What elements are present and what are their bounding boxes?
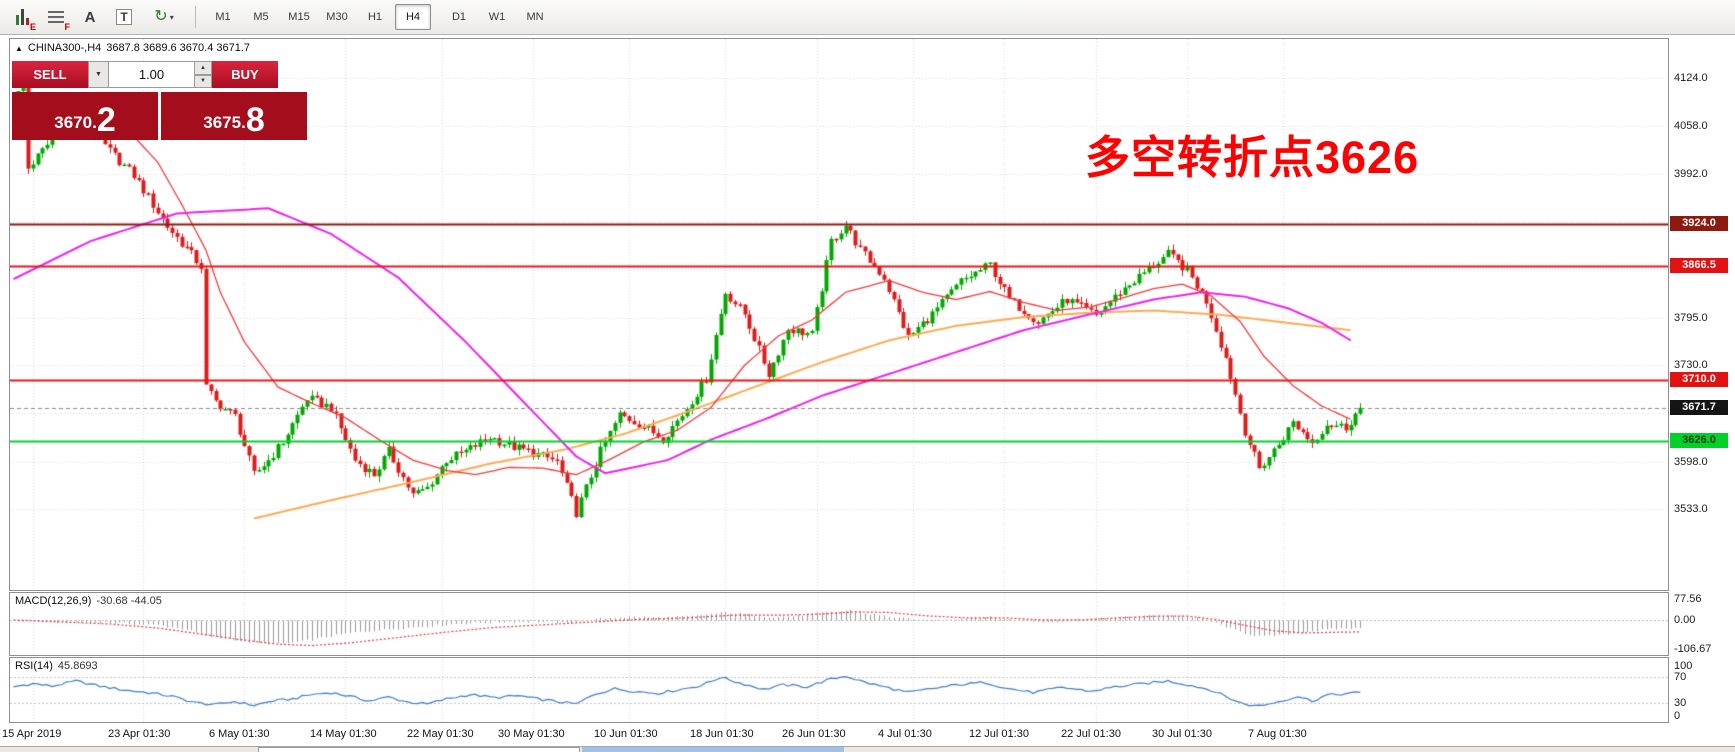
time-axis-label: 10 Jun 01:30	[594, 728, 658, 740]
icon-sub-label-f: F	[64, 22, 71, 32]
rsi-value: 45.8693	[57, 660, 98, 672]
price-level-badge: 3710.0	[1670, 372, 1728, 387]
price-level-badge: 3866.5	[1670, 258, 1728, 273]
time-axis-label: 22 May 01:30	[407, 728, 474, 740]
time-axis-label: 23 Apr 01:30	[108, 728, 171, 740]
ask-price-big-digit: 8	[245, 101, 265, 140]
axis-tick-label: 0.00	[1674, 614, 1696, 626]
text-tool-icon[interactable]: A	[84, 8, 96, 26]
template-tool-icon[interactable]: T	[110, 3, 138, 31]
volume-dropdown-button[interactable]: ▼	[88, 61, 109, 88]
cycle-tool-icon[interactable]: ↻ ▾	[144, 3, 184, 31]
timeframe-m30[interactable]: M30	[326, 11, 348, 23]
chart-annotation: 多空转折点3626	[1085, 132, 1420, 183]
refresh-icon: ↻	[154, 8, 168, 25]
axis-tick-label: 70	[1674, 671, 1687, 683]
timeframe-mn[interactable]: MN	[526, 11, 544, 23]
price-level-badge: 3671.7	[1670, 400, 1728, 415]
macd-canvas[interactable]	[10, 593, 1668, 655]
top-toolbar: E F A T ↻ ▾ M1 M5 M15 M30 H1 H4 D1 W1 MN	[0, 0, 1735, 35]
axis-tick-label: 3598.0	[1674, 456, 1708, 468]
time-axis-label: 7 Aug 01:30	[1248, 728, 1307, 740]
expand-triangle-icon: ▲	[15, 43, 23, 53]
indicators-icon[interactable]: E	[8, 3, 36, 32]
rsi-panel: RSI(14) 45.8693	[9, 657, 1669, 723]
axis-tick-label: 30	[1674, 697, 1687, 709]
time-axis-label: 26 Jun 01:30	[782, 728, 846, 740]
bottom-tab-1[interactable]	[258, 747, 580, 752]
axis-tick-label: 3730.0	[1674, 359, 1708, 371]
toolbar-separator	[195, 6, 196, 28]
rsi-title: RSI(14)	[15, 660, 53, 672]
volume-input[interactable]	[109, 61, 195, 88]
volume-stepper: ▲ ▼	[195, 61, 212, 88]
candlestick-glyph-icon	[15, 9, 29, 25]
macd-title: MACD(12,26,9)	[15, 595, 92, 607]
chart-title: ▲ CHINA300-,H4 3687.8 3689.6 3670.4 3671…	[15, 42, 250, 54]
list-glyph-icon	[48, 11, 64, 23]
bottom-tab-2[interactable]	[582, 747, 844, 752]
axis-tick-label: 4058.0	[1674, 120, 1708, 132]
time-axis-label: 14 May 01:30	[310, 728, 377, 740]
bid-price-box[interactable]: 3670. 2	[12, 92, 158, 140]
chart-symbol-timeframe: CHINA300-,H4	[27, 42, 102, 54]
time-axis-label: 18 Jun 01:30	[690, 728, 754, 740]
trade-prices-row: 3670. 2 3675. 8	[12, 92, 312, 140]
axis-tick-label: 3992.0	[1674, 168, 1708, 180]
timeframe-m15[interactable]: M15	[288, 11, 310, 23]
bottom-tab-strip	[0, 746, 1735, 752]
timeframe-h1[interactable]: H1	[367, 11, 383, 23]
time-axis-label: 12 Jul 01:30	[969, 728, 1029, 740]
time-axis-label: 30 Jul 01:30	[1152, 728, 1212, 740]
axis-tick-label: 3795.0	[1674, 312, 1708, 324]
ask-price-box[interactable]: 3675. 8	[161, 92, 307, 140]
axis-tick-label: 77.56	[1674, 593, 1702, 605]
time-axis-label: 22 Jul 01:30	[1061, 728, 1121, 740]
one-click-trade-panel: SELL ▼ ▲ ▼ BUY 3670. 2 3675. 8	[12, 61, 312, 140]
icon-sub-label-e: E	[29, 22, 36, 32]
time-axis-label: 6 May 01:30	[209, 728, 270, 740]
price-level-badge: 3626.0	[1670, 433, 1728, 448]
price-level-badge: 3924.0	[1670, 216, 1728, 231]
time-axis-label: 30 May 01:30	[498, 728, 565, 740]
chart-ohlc-values: 3687.8 3689.6 3670.4 3671.7	[106, 42, 251, 54]
timeframe-m5[interactable]: M5	[253, 11, 269, 23]
main-chart-window: ▲ CHINA300-,H4 3687.8 3689.6 3670.4 3671…	[9, 38, 1669, 591]
chevron-down-icon: ▾	[169, 12, 174, 22]
axis-tick-label: 0	[1674, 710, 1681, 722]
time-axis-label: 4 Jul 01:30	[878, 728, 932, 740]
ask-price-main: 3675.	[203, 113, 246, 132]
volume-decrease-button[interactable]: ▼	[195, 74, 212, 88]
macd-panel: MACD(12,26,9) -30.68 -44.05	[9, 592, 1669, 656]
buy-button[interactable]: BUY	[212, 61, 278, 88]
volume-increase-button[interactable]: ▲	[195, 61, 212, 75]
bid-price-big-digit: 2	[96, 101, 116, 140]
timeframe-h4[interactable]: H4	[395, 4, 431, 30]
axis-tick-label: 100	[1674, 660, 1693, 672]
timeframe-w1[interactable]: W1	[488, 11, 506, 23]
time-axis-label: 15 Apr 2019	[2, 728, 62, 740]
timeframe-m1[interactable]: M1	[215, 11, 231, 23]
macd-label: MACD(12,26,9) -30.68 -44.05	[15, 595, 162, 607]
object-list-icon[interactable]: F	[42, 3, 71, 32]
axis-tick-label: 3533.0	[1674, 503, 1708, 515]
rsi-label: RSI(14) 45.8693	[15, 660, 98, 672]
timeframe-d1[interactable]: D1	[451, 11, 467, 23]
axis-tick-label: -106.67	[1674, 643, 1712, 655]
axis-tick-label: 4124.0	[1674, 72, 1708, 84]
bid-price-main: 3670.	[54, 113, 97, 132]
macd-values: -30.68 -44.05	[96, 595, 162, 607]
sell-button[interactable]: SELL	[12, 61, 88, 88]
rsi-canvas[interactable]	[10, 658, 1668, 722]
trade-controls-row: SELL ▼ ▲ ▼ BUY	[12, 61, 312, 88]
